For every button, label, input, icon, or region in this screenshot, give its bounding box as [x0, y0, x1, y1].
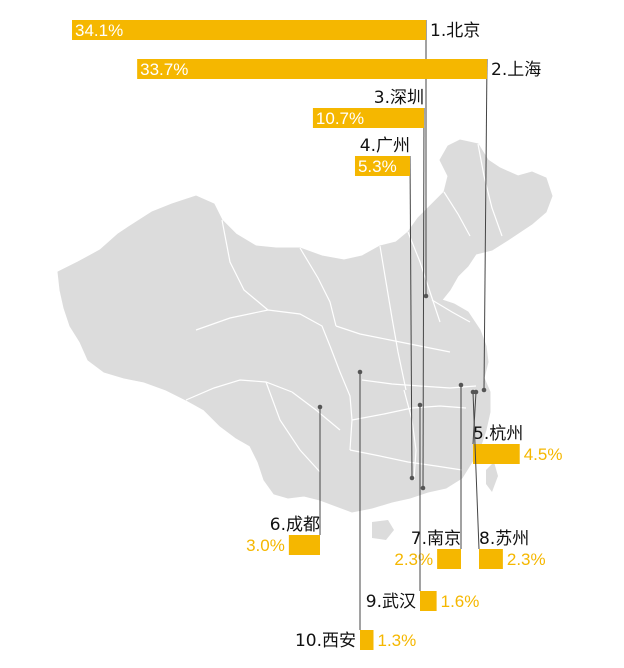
- city-dot: [481, 387, 487, 393]
- bar: [72, 20, 426, 40]
- city-dot: [409, 475, 415, 481]
- data-label: 2.3%: [394, 550, 433, 569]
- bar: [479, 549, 503, 569]
- city-dot: [458, 382, 464, 388]
- china-map-outline: [57, 139, 553, 513]
- city-dot: [357, 369, 363, 375]
- bar: [360, 630, 374, 650]
- bar: [288, 535, 320, 555]
- category-label: 10.西安: [295, 631, 356, 651]
- category-label: 3.深圳: [374, 88, 424, 108]
- data-label: 2.3%: [507, 550, 546, 569]
- bar: [354, 156, 410, 176]
- category-label: 8.苏州: [479, 529, 529, 549]
- leader-line: [483, 58, 488, 391]
- city-dot: [423, 293, 429, 299]
- category-label: 1.北京: [430, 21, 480, 41]
- data-label: 10.7%: [316, 109, 364, 128]
- data-label: 3.0%: [246, 536, 285, 555]
- city-dot: [317, 404, 323, 410]
- bar: [437, 549, 461, 569]
- category-label: 2.上海: [491, 60, 541, 80]
- city-dot: [417, 402, 423, 408]
- leader-line: [422, 107, 425, 489]
- province-borders: [185, 143, 503, 481]
- category-label: 5.杭州: [473, 424, 523, 444]
- china-map: [57, 139, 553, 540]
- data-label: 33.7%: [140, 60, 188, 79]
- data-label: 1.6%: [441, 592, 480, 611]
- bar: [420, 591, 437, 611]
- bar: [473, 444, 520, 464]
- data-label: 5.3%: [358, 157, 397, 176]
- leader-line: [472, 391, 477, 445]
- taiwan-island: [486, 462, 498, 492]
- data-label: 1.3%: [377, 631, 416, 650]
- category-label: 4.广州: [360, 136, 410, 156]
- chart-marks: 1.北京 34.1% 2.上海 33.7% 3.深圳 10.7% 4.广州5.3% 5.杭州4…: [72, 20, 562, 651]
- data-label: 34.1%: [75, 21, 123, 40]
- leader-line: [409, 155, 413, 479]
- leader-line: [472, 391, 480, 550]
- bar: [312, 108, 424, 128]
- category-label: 7.南京: [411, 529, 461, 549]
- category-label: 6.成都: [270, 515, 320, 535]
- city-dot: [470, 389, 476, 395]
- city-dot: [420, 485, 426, 491]
- category-label: 9.武汉: [366, 592, 416, 612]
- data-label: 4.5%: [524, 445, 563, 464]
- hainan-island: [372, 520, 394, 540]
- bar: [137, 59, 487, 79]
